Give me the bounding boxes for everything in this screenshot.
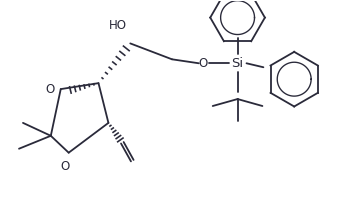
- Text: O: O: [198, 57, 207, 70]
- Text: O: O: [46, 83, 55, 96]
- Text: O: O: [60, 160, 69, 173]
- Text: Si: Si: [231, 57, 244, 70]
- Text: HO: HO: [109, 19, 127, 32]
